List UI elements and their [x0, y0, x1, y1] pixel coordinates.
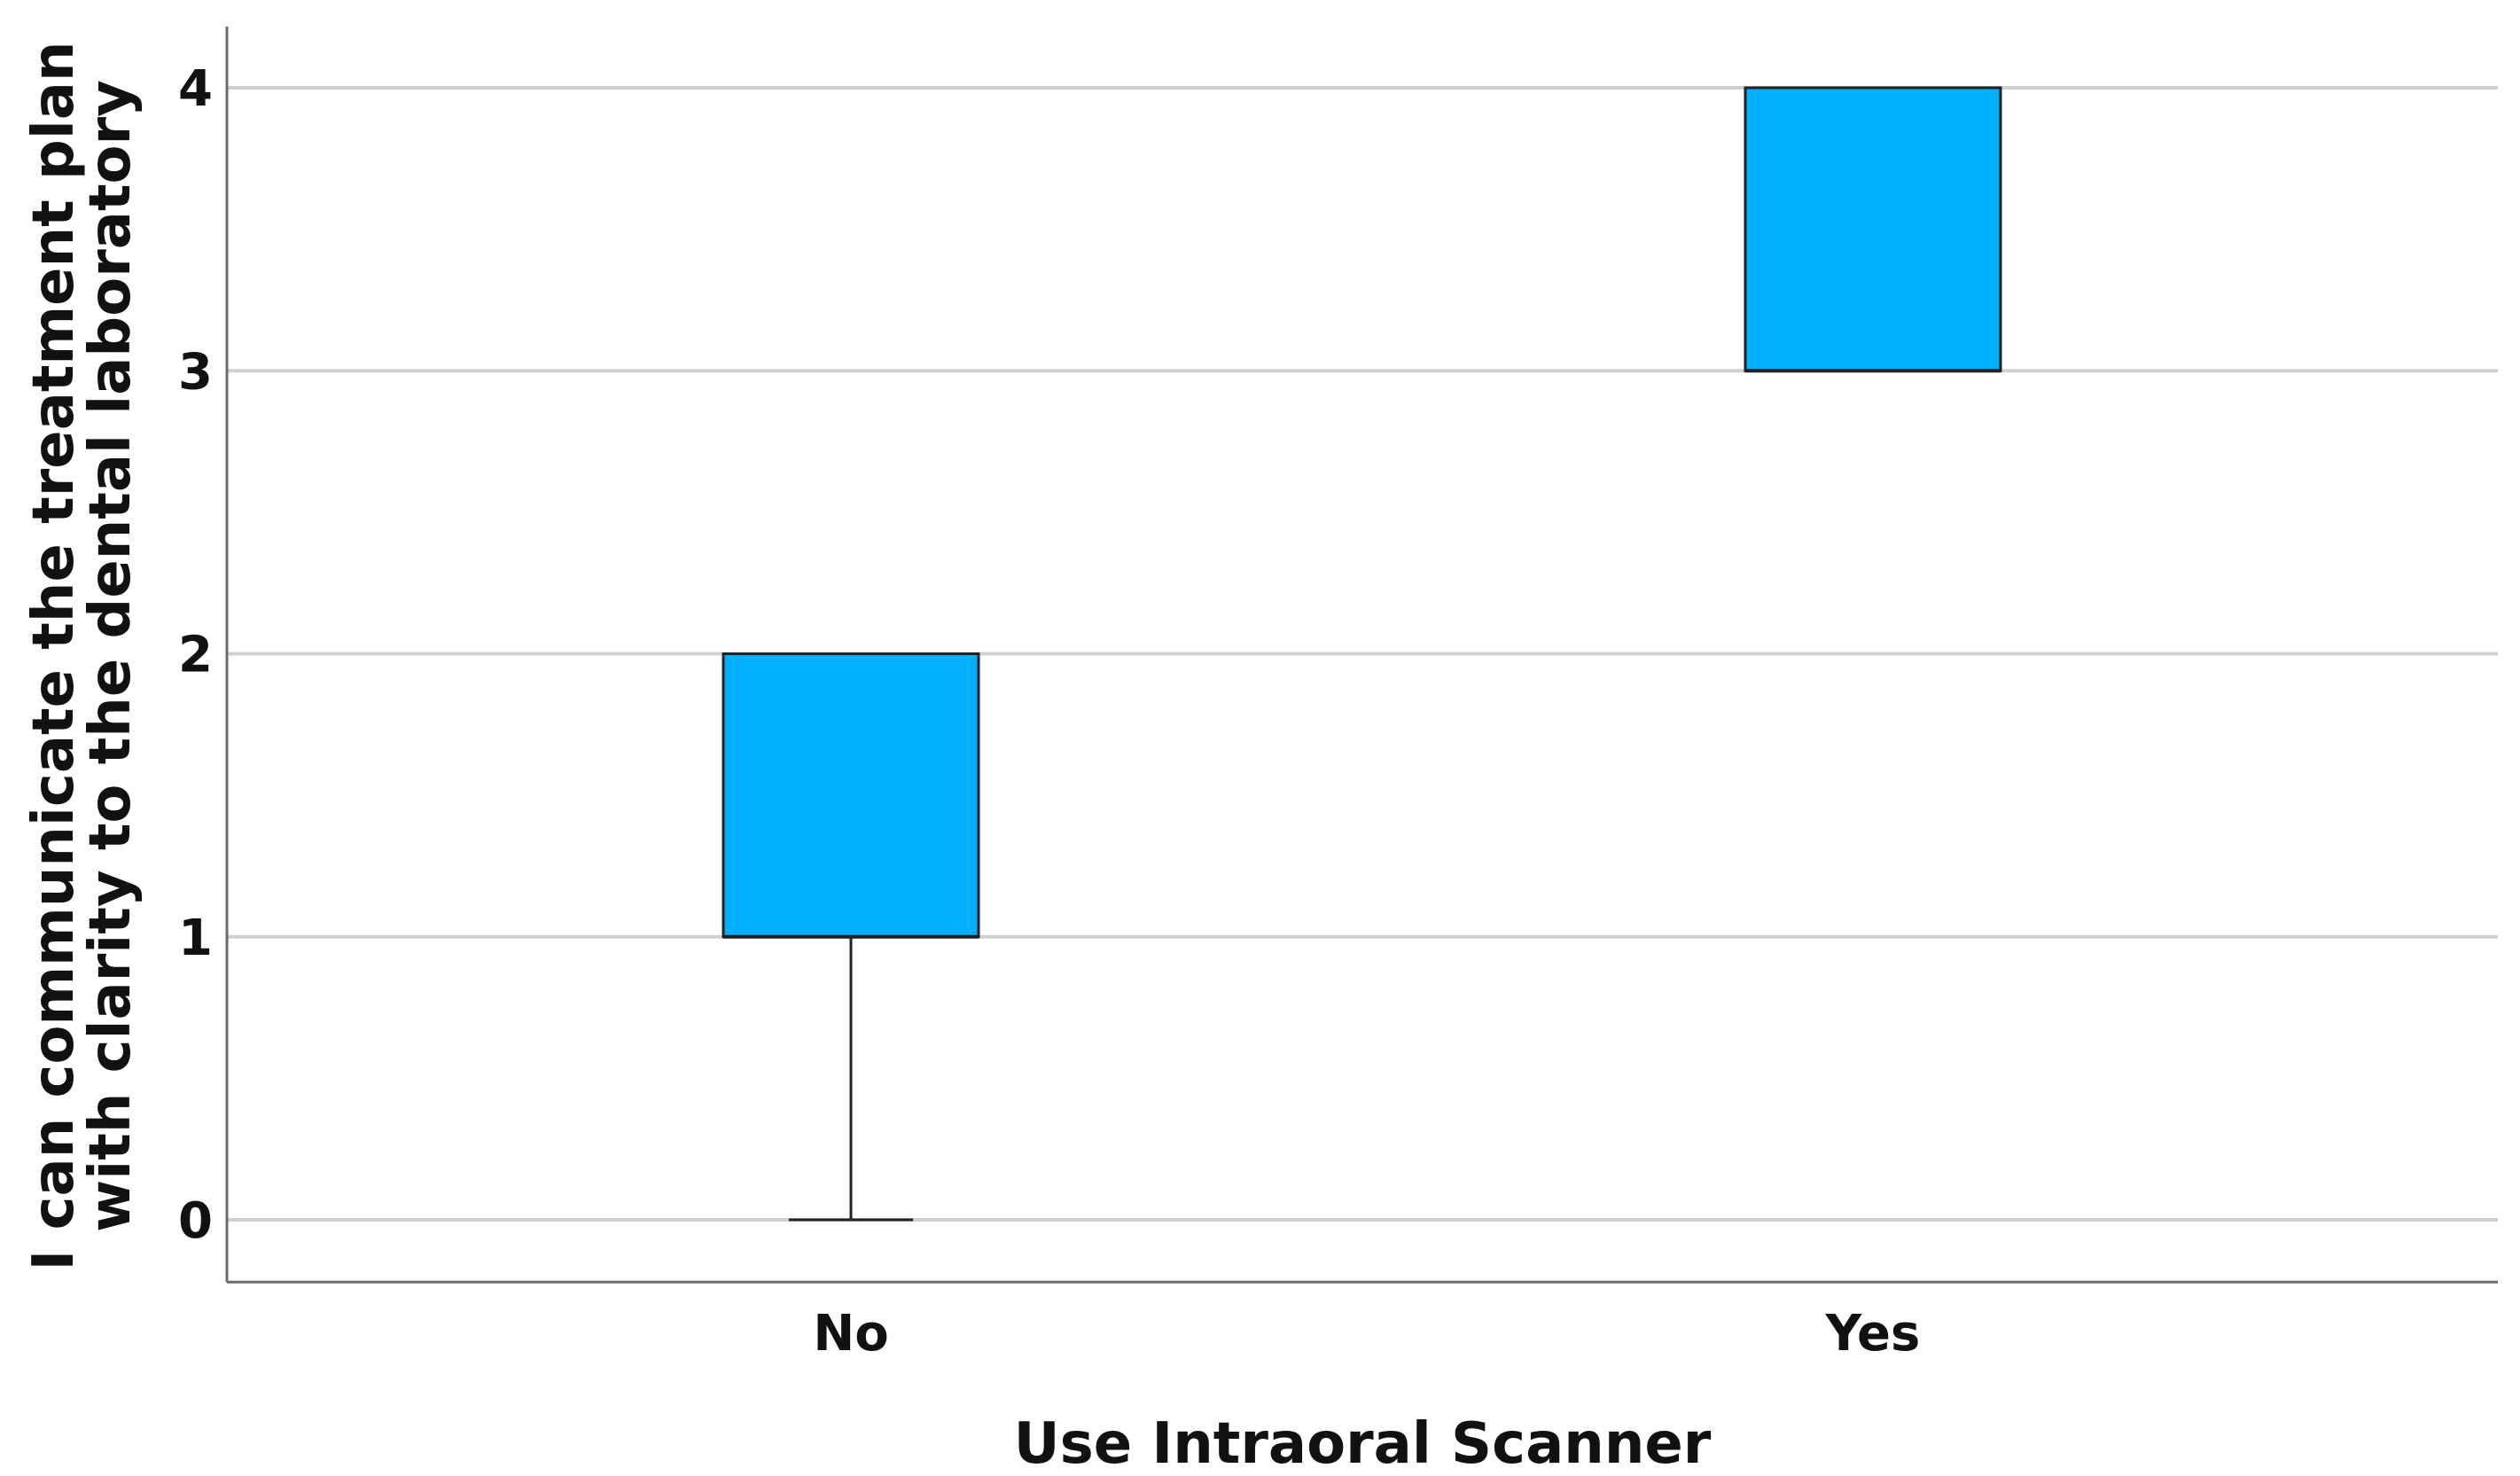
y-tick-label-3: 3 [178, 343, 213, 401]
x-tick-labels: No Yes [813, 1305, 1920, 1363]
x-tick-label-no: No [813, 1305, 888, 1363]
boxes [722, 86, 2002, 1222]
axes [225, 27, 2498, 1284]
gridlines [227, 86, 2498, 1222]
box-yes [1744, 86, 2002, 373]
iqr-box-yes [1744, 86, 2002, 372]
y-tick-label-2: 2 [178, 627, 213, 684]
y-tick-label-1: 1 [178, 910, 213, 967]
y-tick-label-4: 4 [178, 60, 213, 118]
y-axis-title-line-2: with clarity to the dental laboratory [78, 80, 144, 1232]
x-tick-label-yes: Yes [1825, 1305, 1921, 1363]
box-no [722, 652, 980, 1222]
y-tick-labels: 0 1 2 3 4 [178, 60, 213, 1250]
x-axis-title: Use Intraoral Scanner [1014, 1411, 1712, 1476]
y-axis-title: I can communicate the treatment plan wit… [21, 41, 144, 1270]
iqr-box-no [722, 652, 980, 939]
y-tick-label-0: 0 [178, 1192, 213, 1250]
y-axis-title-line-1: I can communicate the treatment plan [21, 41, 87, 1270]
